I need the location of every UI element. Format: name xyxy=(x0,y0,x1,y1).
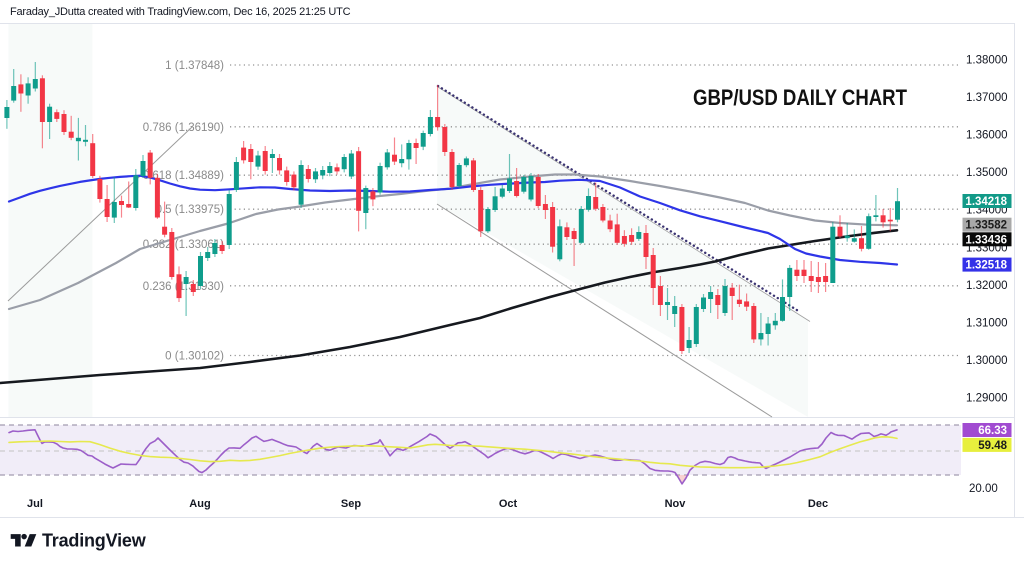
svg-text:1.29000: 1.29000 xyxy=(966,393,1008,405)
svg-text:TradingView: TradingView xyxy=(42,531,147,551)
svg-text:1.33436: 1.33436 xyxy=(965,234,1007,246)
svg-text:0.5 (1.33975): 0.5 (1.33975) xyxy=(156,204,225,216)
svg-text:0.618 (1.34889): 0.618 (1.34889) xyxy=(143,170,224,182)
svg-text:1.31000: 1.31000 xyxy=(966,317,1008,329)
svg-text:20.00: 20.00 xyxy=(969,483,998,495)
svg-text:1.33582: 1.33582 xyxy=(965,220,1007,232)
svg-text:59.48: 59.48 xyxy=(978,440,1007,452)
svg-text:66.33: 66.33 xyxy=(978,425,1007,437)
svg-text:GBP/USD DAILY CHART: GBP/USD DAILY CHART xyxy=(693,85,907,110)
svg-text:1.37000: 1.37000 xyxy=(966,92,1008,104)
svg-text:Sep: Sep xyxy=(341,498,361,510)
svg-text:0.236 (1.31930): 0.236 (1.31930) xyxy=(143,281,224,293)
svg-text:Dec: Dec xyxy=(808,498,828,510)
svg-text:1.32000: 1.32000 xyxy=(966,280,1008,292)
svg-text:Nov: Nov xyxy=(665,498,687,510)
svg-text:Jul: Jul xyxy=(27,498,43,510)
svg-text:Aug: Aug xyxy=(189,498,210,510)
svg-text:1.36000: 1.36000 xyxy=(966,130,1008,142)
svg-text:1.38000: 1.38000 xyxy=(966,55,1008,67)
svg-text:0.786 (1.36190): 0.786 (1.36190) xyxy=(143,122,224,134)
svg-text:0 (1.30102): 0 (1.30102) xyxy=(165,351,224,363)
svg-text:1.30000: 1.30000 xyxy=(966,355,1008,367)
svg-text:1.34218: 1.34218 xyxy=(965,196,1007,208)
svg-text:1.35000: 1.35000 xyxy=(966,167,1008,179)
svg-text:1 (1.37848): 1 (1.37848) xyxy=(165,60,224,72)
svg-text:1.32518: 1.32518 xyxy=(965,260,1007,272)
svg-text:Oct: Oct xyxy=(499,498,518,510)
